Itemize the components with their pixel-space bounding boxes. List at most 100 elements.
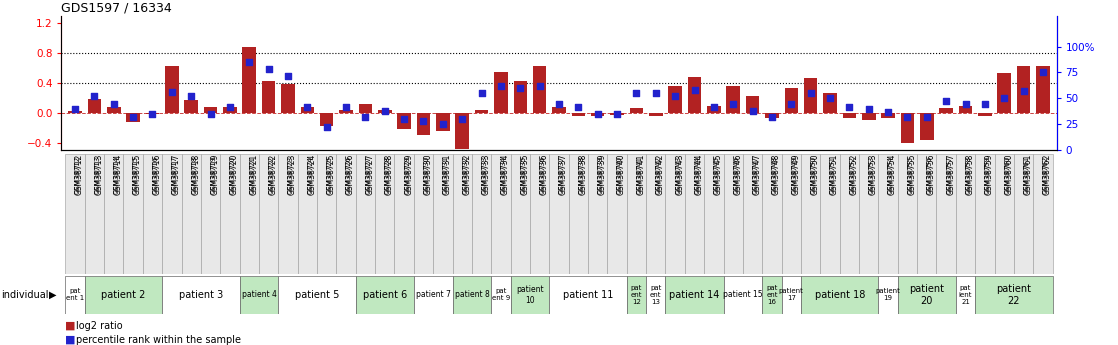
Text: GSM38753: GSM38753 <box>869 156 874 194</box>
Point <box>66 106 84 111</box>
Text: GSM38739: GSM38739 <box>598 154 607 195</box>
Text: patient 15: patient 15 <box>723 290 762 299</box>
Text: GSM38734: GSM38734 <box>501 154 510 195</box>
Point <box>821 96 838 101</box>
Text: GSM38715: GSM38715 <box>133 154 142 195</box>
Text: GSM38731: GSM38731 <box>443 154 452 195</box>
Point <box>783 101 800 106</box>
Text: GSM38732: GSM38732 <box>462 154 471 195</box>
Text: GSM38713: GSM38713 <box>94 156 101 194</box>
Text: GSM38714: GSM38714 <box>114 156 120 194</box>
Point <box>899 114 917 120</box>
Text: GSM38712: GSM38712 <box>75 156 80 194</box>
Text: GSM38737: GSM38737 <box>559 154 568 195</box>
Bar <box>995 154 1014 274</box>
Text: GSM38740: GSM38740 <box>617 156 623 194</box>
Point <box>685 87 703 93</box>
Bar <box>239 154 259 274</box>
Bar <box>397 113 411 129</box>
Text: percentile rank within the sample: percentile rank within the sample <box>76 335 241 345</box>
Text: GSM38759: GSM38759 <box>985 154 994 195</box>
Bar <box>781 154 800 274</box>
Bar <box>533 66 547 113</box>
Text: GSM38721: GSM38721 <box>249 156 255 194</box>
Point <box>259 67 277 72</box>
Text: patient 18: patient 18 <box>815 290 865 300</box>
Text: GSM38744: GSM38744 <box>694 156 701 194</box>
Text: GSM38728: GSM38728 <box>385 156 391 194</box>
Bar <box>879 276 898 314</box>
Text: pat
ent
13: pat ent 13 <box>650 285 662 305</box>
Point <box>995 96 1013 101</box>
Text: GSM38741: GSM38741 <box>636 154 645 195</box>
Point <box>124 114 142 120</box>
Bar <box>549 154 569 274</box>
Text: log2 ratio: log2 ratio <box>76 321 123 331</box>
Text: GSM38758: GSM38758 <box>966 154 975 195</box>
Bar <box>356 154 376 274</box>
Point <box>415 118 433 124</box>
Bar <box>65 276 85 314</box>
Bar <box>414 276 453 314</box>
Bar <box>650 113 663 116</box>
Text: GSM38754: GSM38754 <box>888 156 894 194</box>
Text: GSM38727: GSM38727 <box>366 154 375 195</box>
Text: GSM38756: GSM38756 <box>927 156 932 194</box>
Bar <box>956 154 975 274</box>
Point <box>937 99 955 104</box>
Text: GSM38746: GSM38746 <box>733 154 742 195</box>
Text: GSM38719: GSM38719 <box>210 154 219 195</box>
Text: ■: ■ <box>65 335 75 345</box>
Text: GSM38726: GSM38726 <box>347 156 352 194</box>
Bar <box>646 154 665 274</box>
Text: patient
10: patient 10 <box>517 285 543 305</box>
Text: GSM38756: GSM38756 <box>927 154 936 195</box>
Text: GSM38719: GSM38719 <box>210 156 217 194</box>
Bar <box>665 276 723 314</box>
Text: GSM38730: GSM38730 <box>424 154 433 195</box>
Point <box>299 104 316 109</box>
Point <box>762 114 780 120</box>
Bar <box>879 154 898 274</box>
Bar <box>203 108 217 113</box>
Text: GSM38712: GSM38712 <box>75 154 84 195</box>
Text: GSM38762: GSM38762 <box>1043 156 1049 194</box>
Bar <box>917 154 937 274</box>
Bar <box>588 154 607 274</box>
Point <box>434 121 452 127</box>
Text: GSM38716: GSM38716 <box>152 156 159 194</box>
Text: GSM38736: GSM38736 <box>540 156 546 194</box>
Text: GSM38760: GSM38760 <box>1004 154 1013 195</box>
Bar <box>610 113 624 115</box>
Bar <box>107 107 121 113</box>
Text: GSM38750: GSM38750 <box>811 154 819 195</box>
Bar <box>475 110 489 113</box>
Bar <box>723 154 742 274</box>
Text: GSM38737: GSM38737 <box>559 156 565 194</box>
Bar <box>395 154 414 274</box>
Text: GSM38761: GSM38761 <box>1024 154 1033 195</box>
Bar <box>511 276 549 314</box>
Bar <box>455 113 468 149</box>
Bar <box>840 154 859 274</box>
Text: pat
ent 1: pat ent 1 <box>66 288 84 302</box>
Text: GSM38717: GSM38717 <box>172 154 181 195</box>
Bar <box>762 154 781 274</box>
Text: GSM38732: GSM38732 <box>462 156 468 194</box>
Bar <box>359 104 372 113</box>
Text: GSM38748: GSM38748 <box>771 156 778 194</box>
Text: GSM38751: GSM38751 <box>830 154 838 195</box>
Bar <box>975 276 1053 314</box>
Bar <box>901 113 915 142</box>
Point <box>647 90 665 96</box>
Text: GSM38758: GSM38758 <box>966 156 972 194</box>
Bar <box>376 154 395 274</box>
Bar <box>68 111 82 113</box>
Text: GSM38747: GSM38747 <box>752 156 759 194</box>
Text: GSM38736: GSM38736 <box>540 154 549 195</box>
Text: GSM38739: GSM38739 <box>598 156 604 194</box>
Text: GSM38723: GSM38723 <box>288 154 297 195</box>
Point <box>841 104 859 109</box>
Bar <box>704 154 723 274</box>
Point <box>627 90 645 96</box>
